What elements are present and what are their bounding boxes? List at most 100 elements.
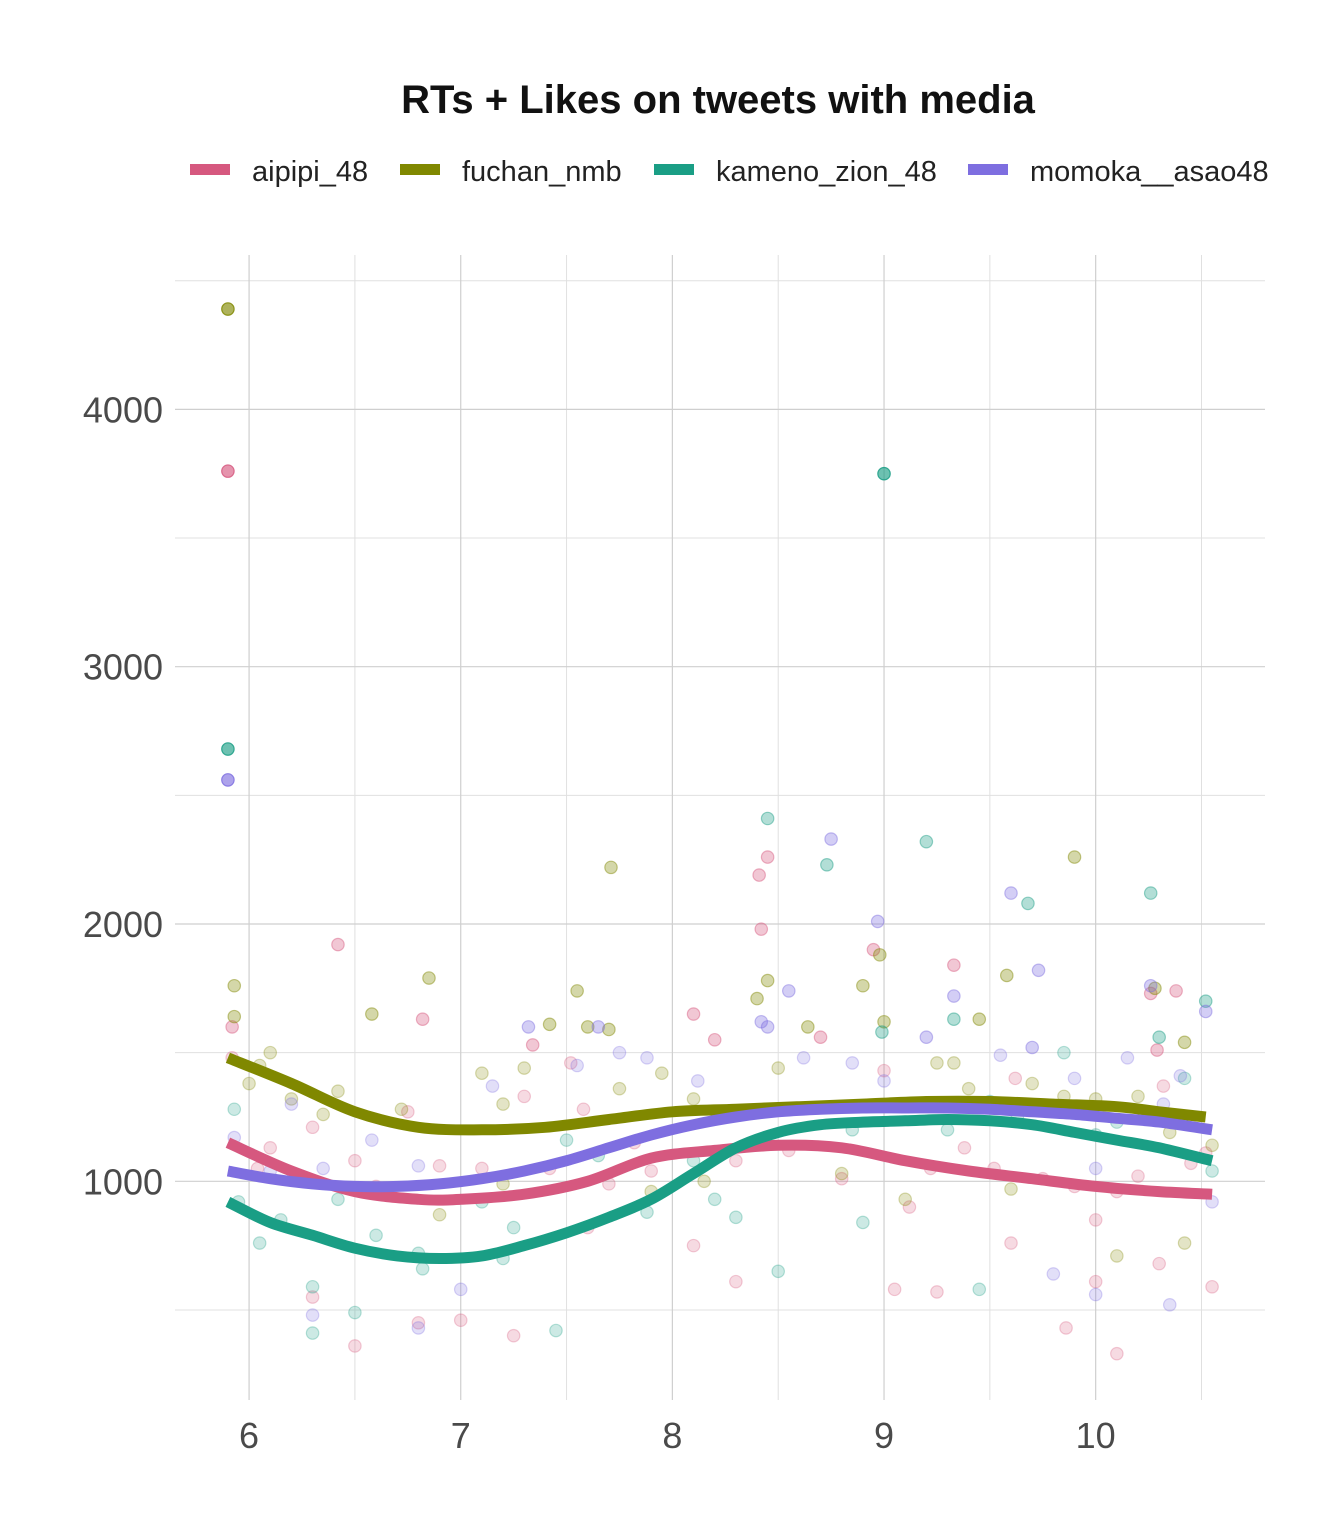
data-point-fuchan-nmb <box>898 1192 912 1207</box>
data-point-momoka-asao48 <box>591 1020 606 1034</box>
data-point-momoka-asao48 <box>1004 886 1018 900</box>
data-point-kameno-zion-48 <box>919 834 934 849</box>
data-point-momoka-asao48 <box>284 1097 299 1111</box>
data-point-kameno-zion-48 <box>760 811 775 826</box>
data-point-kameno-zion-48 <box>305 1326 320 1340</box>
data-point-aipipi-48 <box>729 1274 743 1289</box>
data-point-momoka-asao48 <box>1198 1004 1213 1019</box>
data-point-kameno-zion-48 <box>1143 886 1158 900</box>
data-point-momoka-asao48 <box>1067 1071 1082 1086</box>
legend-label-kameno: kameno_zion_48 <box>716 156 937 188</box>
plot-grid <box>175 255 1265 1400</box>
smooth-lines <box>225 1052 1214 1264</box>
data-point-fuchan-nmb <box>1148 981 1162 996</box>
data-point-fuchan-nmb <box>432 1207 447 1222</box>
data-point-fuchan-nmb <box>872 948 887 962</box>
data-point-momoka-asao48 <box>411 1159 426 1173</box>
legend-key-fuchan <box>400 164 440 175</box>
data-point-momoka-asao48 <box>824 832 838 846</box>
data-point-fuchan-nmb <box>227 978 242 993</box>
data-point-aipipi-48 <box>686 1007 701 1021</box>
data-point-fuchan-nmb <box>1004 1182 1018 1196</box>
data-point-fuchan-nmb <box>284 1092 299 1106</box>
data-point-aipipi-48 <box>930 1285 944 1299</box>
data-point-kameno-zion-48 <box>415 1261 430 1276</box>
data-point-kameno-zion-48 <box>549 1323 563 1338</box>
data-point-kameno-zion-48 <box>972 1282 987 1297</box>
data-point-kameno-zion-48 <box>940 1123 955 1137</box>
data-point-momoka-asao48 <box>570 1058 584 1073</box>
data-point-aipipi-48 <box>411 1316 426 1330</box>
data-point-kameno-zion-48 <box>305 1279 320 1294</box>
data-point-momoka-asao48 <box>1025 1040 1039 1055</box>
data-point-aipipi-48 <box>415 1012 430 1026</box>
data-point-aipipi-48 <box>644 1164 659 1178</box>
data-point-aipipi-48 <box>1110 1346 1124 1361</box>
data-point-fuchan-nmb <box>221 302 235 316</box>
data-point-momoka-asao48 <box>870 914 885 929</box>
data-point-kameno-zion-48 <box>369 1228 383 1243</box>
data-point-fuchan-nmb <box>1067 850 1082 864</box>
y-tick-label: 2000 <box>83 904 163 945</box>
data-point-fuchan-nmb <box>972 1012 987 1026</box>
data-point-aipipi-48 <box>305 1120 320 1135</box>
data-point-aipipi-48 <box>729 1153 743 1168</box>
data-point-aipipi-48 <box>263 1141 278 1155</box>
data-point-fuchan-nmb <box>316 1107 330 1122</box>
data-point-fuchan-nmb <box>475 1066 489 1081</box>
x-tick-label: 9 <box>874 1415 894 1456</box>
data-point-momoka-asao48 <box>1088 1161 1103 1176</box>
data-point-aipipi-48 <box>686 1238 701 1253</box>
data-point-fuchan-nmb <box>580 1020 595 1034</box>
data-point-aipipi-48 <box>1205 1279 1219 1294</box>
data-point-momoka-asao48 <box>221 773 235 787</box>
y-tick-label: 4000 <box>83 389 163 430</box>
data-point-aipipi-48 <box>221 464 235 478</box>
data-point-momoka-asao48 <box>993 1048 1008 1063</box>
data-point-fuchan-nmb <box>856 978 870 993</box>
data-point-fuchan-nmb <box>604 860 618 875</box>
data-point-fuchan-nmb <box>947 1056 961 1070</box>
x-tick-label: 6 <box>239 1415 259 1456</box>
data-point-momoka-asao48 <box>796 1050 811 1065</box>
data-point-momoka-asao48 <box>612 1045 627 1060</box>
data-point-fuchan-nmb <box>242 1076 256 1091</box>
data-point-fuchan-nmb <box>877 1014 891 1029</box>
data-point-kameno-zion-48 <box>559 1133 574 1147</box>
data-point-aipipi-48 <box>1152 1256 1166 1271</box>
data-point-aipipi-48 <box>432 1159 447 1173</box>
data-point-aipipi-48 <box>1150 1043 1164 1057</box>
data-point-kameno-zion-48 <box>877 466 891 481</box>
data-point-kameno-zion-48 <box>707 1192 722 1207</box>
data-point-kameno-zion-48 <box>875 1025 889 1039</box>
data-point-fuchan-nmb <box>1177 1035 1192 1050</box>
data-point-fuchan-nmb <box>394 1102 409 1117</box>
data-point-aipipi-48 <box>348 1153 362 1168</box>
data-point-aipipi-48 <box>754 922 769 936</box>
data-point-aipipi-48 <box>813 1030 828 1045</box>
legend: aipipi_48 fuchan_nmb kameno_zion_48 momo… <box>190 156 1269 188</box>
y-tick-label: 1000 <box>83 1161 163 1202</box>
data-point-kameno-zion-48 <box>1205 1164 1219 1178</box>
data-point-fuchan-nmb <box>1025 1076 1039 1091</box>
data-point-fuchan-nmb <box>570 984 584 998</box>
data-point-aipipi-48 <box>957 1141 972 1155</box>
data-point-fuchan-nmb <box>517 1061 532 1075</box>
data-point-aipipi-48 <box>1131 1169 1145 1183</box>
data-point-fuchan-nmb <box>422 971 436 985</box>
data-point-fuchan-nmb <box>227 1009 242 1024</box>
legend-label-fuchan: fuchan_nmb <box>462 156 622 188</box>
data-point-aipipi-48 <box>707 1032 722 1047</box>
x-tick-label: 8 <box>662 1415 682 1456</box>
data-point-kameno-zion-48 <box>331 1192 345 1207</box>
legend-key-kameno <box>654 164 694 175</box>
data-point-kameno-zion-48 <box>771 1264 786 1279</box>
data-point-momoka-asao48 <box>1046 1267 1061 1281</box>
data-point-fuchan-nmb <box>602 1022 616 1037</box>
data-point-aipipi-48 <box>902 1200 917 1214</box>
data-point-aipipi-48 <box>525 1038 540 1052</box>
data-point-fuchan-nmb <box>496 1097 510 1111</box>
data-point-momoka-asao48 <box>640 1050 654 1065</box>
data-point-aipipi-48 <box>834 1171 849 1186</box>
